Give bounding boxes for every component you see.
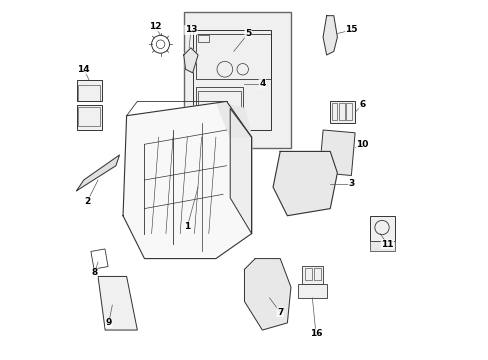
Bar: [346, 103, 351, 120]
Bar: [78, 107, 100, 126]
Bar: [183, 12, 290, 148]
Text: 1: 1: [184, 222, 190, 231]
Text: 3: 3: [348, 179, 354, 188]
Bar: [298, 284, 326, 298]
Bar: [198, 35, 208, 42]
Polygon shape: [244, 258, 290, 330]
Text: 5: 5: [244, 29, 251, 38]
Polygon shape: [323, 16, 337, 55]
Bar: [301, 266, 323, 284]
Bar: [305, 267, 312, 280]
Text: 2: 2: [84, 197, 90, 206]
Bar: [77, 105, 102, 130]
Text: 16: 16: [309, 329, 322, 338]
Text: 12: 12: [149, 22, 161, 31]
Text: 15: 15: [345, 26, 357, 35]
Polygon shape: [272, 152, 337, 216]
Bar: [339, 103, 344, 120]
Text: 6: 6: [359, 100, 365, 109]
Polygon shape: [77, 155, 119, 191]
Text: 13: 13: [184, 26, 197, 35]
Bar: [369, 216, 394, 241]
Bar: [369, 241, 394, 251]
Bar: [255, 273, 276, 291]
Bar: [196, 33, 270, 78]
Polygon shape: [98, 276, 137, 330]
Polygon shape: [216, 102, 251, 137]
Text: 14: 14: [77, 65, 90, 74]
Bar: [77, 80, 102, 102]
Bar: [331, 103, 337, 120]
Bar: [255, 298, 276, 312]
Bar: [192, 30, 271, 130]
Bar: [91, 249, 108, 269]
Bar: [78, 85, 100, 102]
Text: 7: 7: [277, 308, 283, 317]
Text: 10: 10: [355, 140, 368, 149]
Polygon shape: [123, 102, 251, 258]
Bar: [196, 87, 243, 122]
Polygon shape: [183, 48, 198, 73]
Bar: [313, 267, 321, 280]
Bar: [198, 91, 241, 119]
Text: 11: 11: [380, 240, 393, 249]
Bar: [329, 102, 354, 123]
Polygon shape: [230, 109, 251, 234]
Text: 9: 9: [105, 318, 112, 327]
Bar: [319, 130, 354, 175]
Text: 4: 4: [259, 79, 265, 88]
Text: 8: 8: [91, 268, 98, 277]
